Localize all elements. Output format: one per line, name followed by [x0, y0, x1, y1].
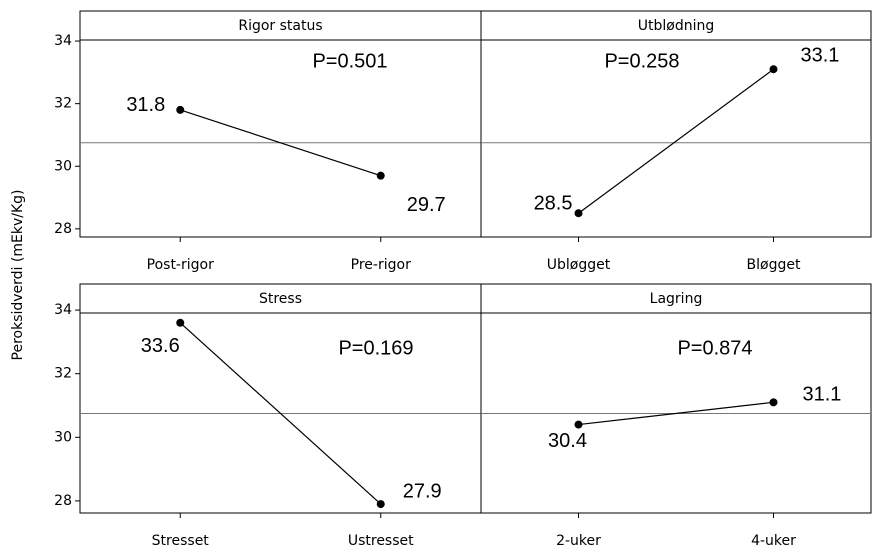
- y-tick-label: 32: [54, 96, 72, 112]
- panel-title: Stress: [259, 291, 302, 307]
- x-tick-label: Bløgget: [747, 257, 801, 273]
- annotation: P=0.874: [677, 337, 752, 359]
- data-label: 28.5: [534, 192, 573, 214]
- y-tick-label: 28: [54, 221, 72, 237]
- data-label: 31.8: [126, 94, 165, 116]
- data-point: [769, 65, 778, 74]
- panel-frame: [79, 283, 482, 514]
- data-point: [574, 209, 583, 218]
- panel-title: Utblødning: [638, 18, 715, 34]
- data-label: 29.7: [407, 194, 446, 216]
- data-point: [769, 398, 778, 407]
- panel-title: Lagring: [650, 291, 703, 307]
- data-point: [176, 105, 185, 114]
- x-tick-label: Stresset: [152, 533, 210, 545]
- y-tick-label: 28: [54, 493, 72, 509]
- x-tick-label: Ustresset: [348, 533, 414, 545]
- x-tick-label: Pre-rigor: [351, 257, 411, 273]
- annotation: P=0.258: [604, 50, 679, 72]
- data-label: 27.9: [403, 480, 442, 502]
- x-tick-label: 4-uker: [751, 533, 796, 545]
- y-axis-label: Peroksidverdi (mEkv/Kg): [10, 190, 26, 361]
- data-point: [376, 500, 385, 509]
- panel-title: Rigor status: [238, 18, 322, 34]
- y-tick-label: 32: [54, 366, 72, 382]
- series-line: [578, 401, 774, 426]
- annotation: P=0.501: [312, 50, 387, 72]
- data-label: 33.1: [801, 45, 840, 67]
- y-tick-label: 34: [54, 33, 72, 49]
- x-tick-label: Ubløgget: [547, 257, 611, 273]
- series-line: [179, 322, 382, 505]
- data-label: 31.1: [803, 384, 842, 406]
- data-point: [574, 420, 583, 429]
- data-point: [176, 318, 185, 327]
- y-tick-label: 30: [54, 429, 72, 445]
- series-line: [180, 109, 381, 177]
- x-tick-label: 2-uker: [556, 533, 601, 545]
- annotation: P=0.169: [338, 337, 413, 359]
- data-label: 30.4: [548, 430, 587, 452]
- y-tick-label: 34: [54, 302, 72, 318]
- data-point: [376, 171, 385, 180]
- y-tick-label: 30: [54, 158, 72, 174]
- panel-frame: [480, 10, 872, 238]
- panel-frame: [480, 283, 872, 514]
- x-tick-label: Post-rigor: [147, 257, 214, 273]
- series-line: [578, 68, 774, 214]
- data-label: 33.6: [141, 335, 180, 357]
